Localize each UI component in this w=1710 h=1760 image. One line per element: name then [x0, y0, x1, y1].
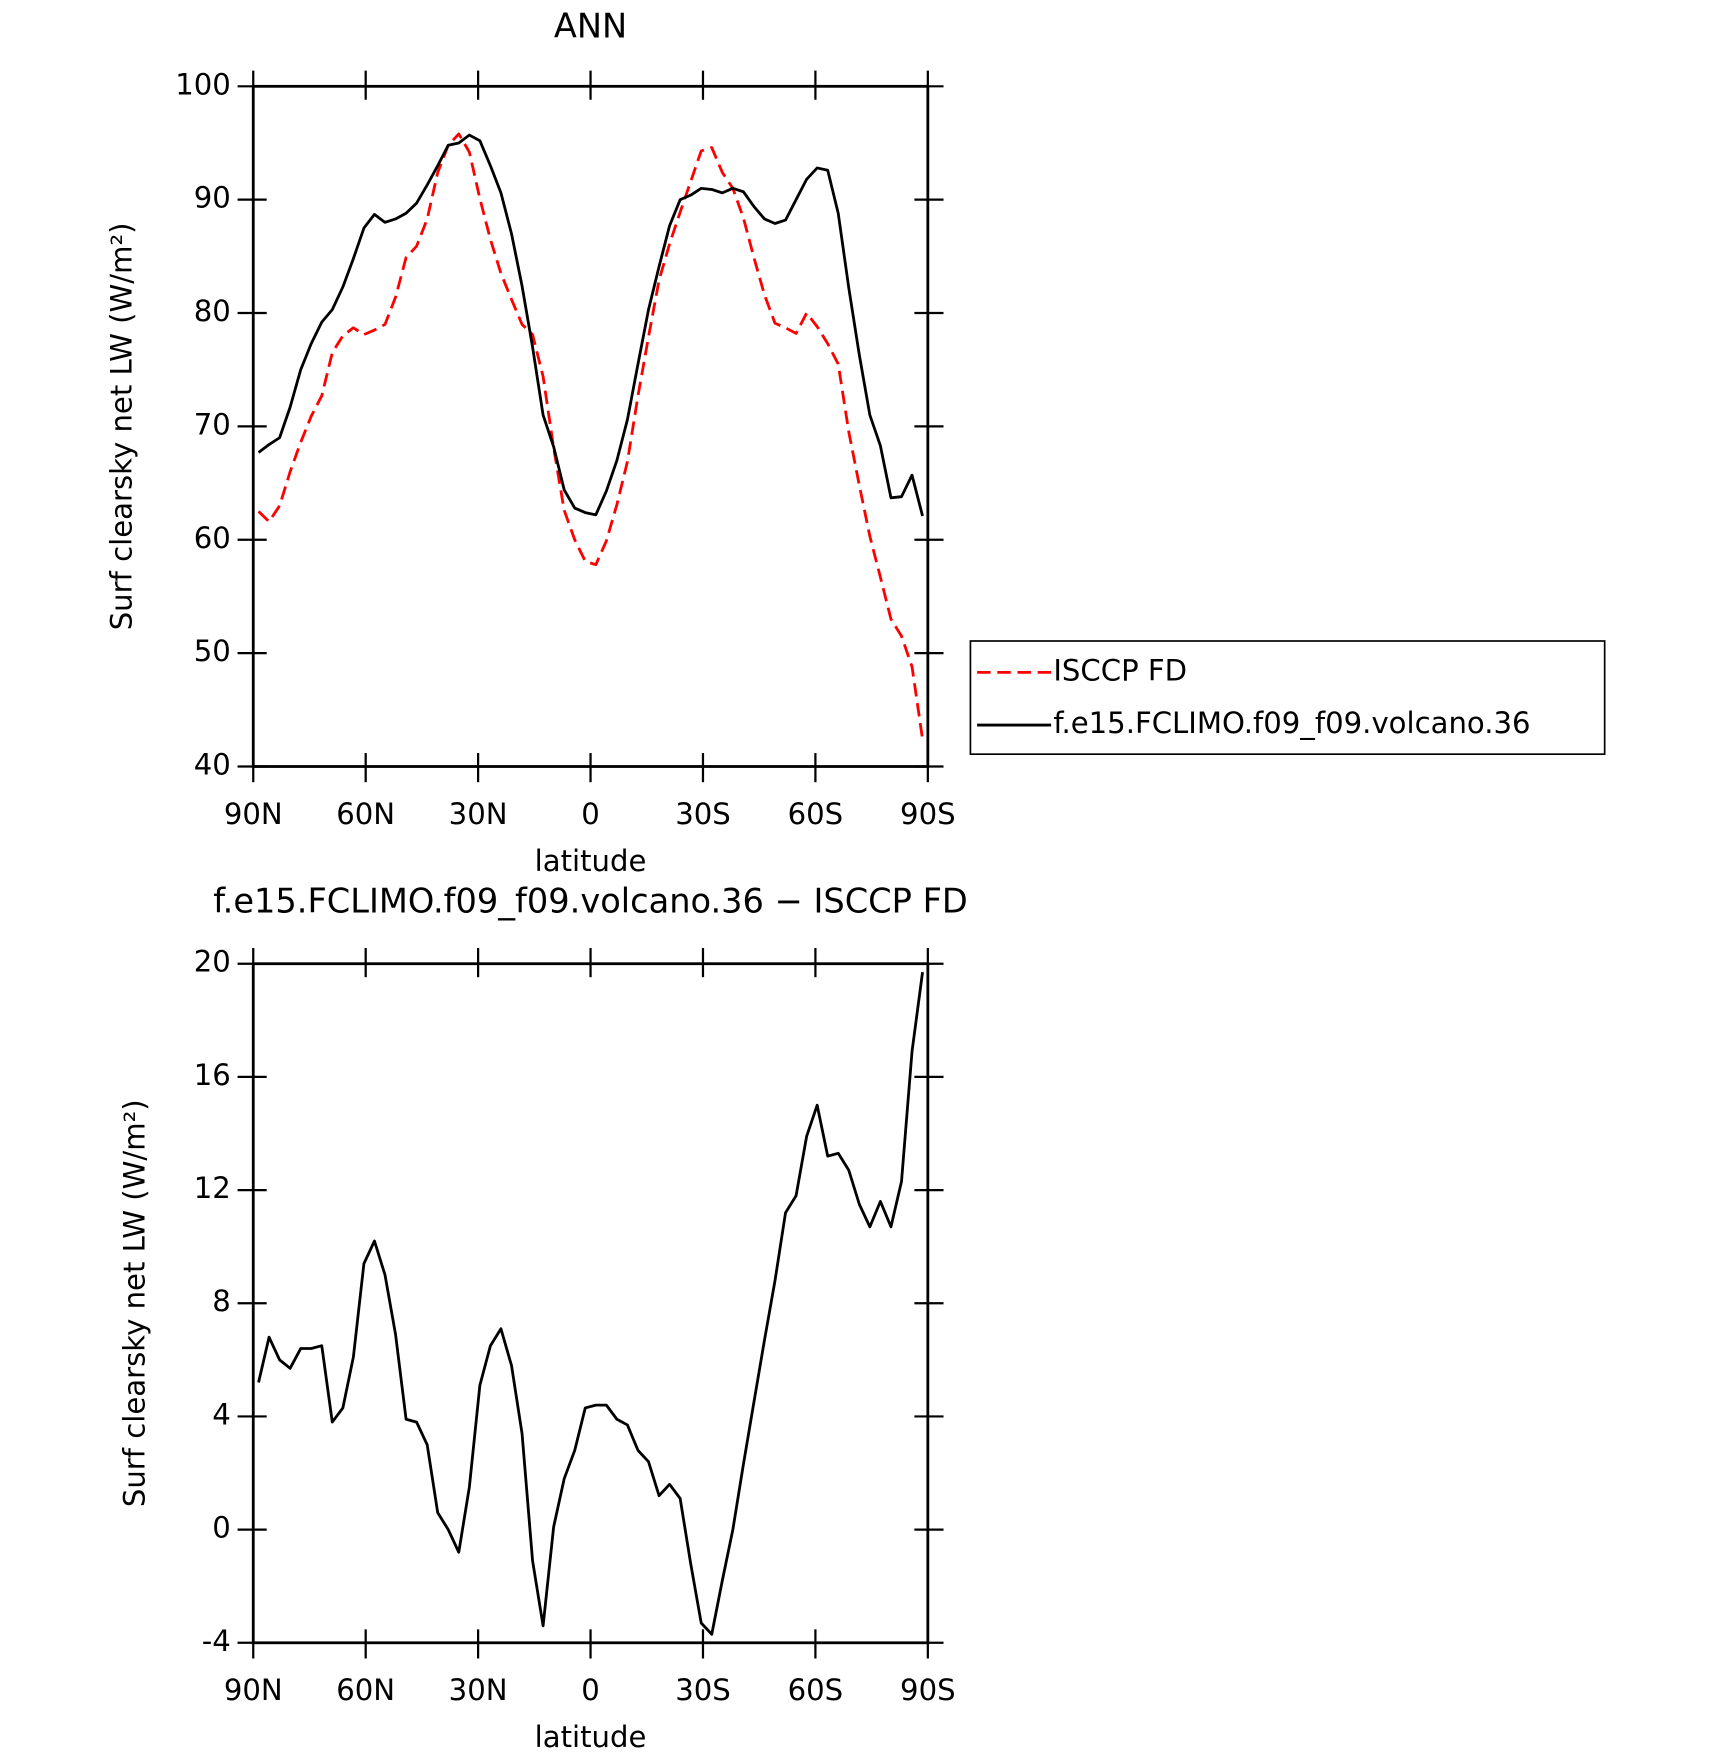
x-tick-label: 60N	[336, 1673, 395, 1707]
x-tick-label: 60S	[788, 1673, 844, 1707]
x-tick-label: 0	[581, 1673, 600, 1707]
x-tick-label: 30S	[675, 1673, 731, 1707]
y-tick-label: 60	[194, 521, 231, 555]
plot-frame	[251, 962, 930, 1645]
x-tick-label: 90N	[224, 1673, 283, 1707]
y-tick-label: -4	[202, 1624, 231, 1658]
chart-title: f.e15.FCLIMO.f09_f09.volcano.36 − ISCCP …	[213, 882, 968, 921]
x-tick-label: 90N	[224, 797, 283, 831]
chart-title: ANN	[554, 7, 627, 46]
x-axis-label: latitude	[535, 844, 647, 878]
y-tick-label: 100	[175, 67, 231, 101]
data-line	[257, 972, 924, 1636]
legend-label: f.e15.FCLIMO.f09_f09.volcano.36	[1053, 706, 1530, 740]
y-tick-label: 50	[194, 634, 231, 668]
data-line	[257, 133, 924, 517]
data-line	[257, 132, 924, 740]
y-tick-label: 8	[212, 1284, 231, 1318]
y-axis-label: Surf clearsky net LW (W/m²)	[118, 1099, 152, 1507]
y-tick-label: 0	[212, 1511, 231, 1545]
legend-label: ISCCP FD	[1053, 653, 1187, 687]
y-tick-label: 70	[194, 407, 231, 441]
legend: ISCCP FD f.e15.FCLIMO.f09_f09.volcano.36	[969, 640, 1606, 756]
y-tick-label: 4	[212, 1397, 231, 1431]
x-tick-label: 60S	[788, 797, 844, 831]
legend-box	[969, 640, 1606, 756]
y-tick-label: 40	[194, 748, 231, 782]
x-tick-label: 30S	[675, 797, 731, 831]
plot-frame	[251, 84, 930, 768]
x-tick-label: 60N	[336, 797, 395, 831]
x-tick-label: 0	[581, 797, 600, 831]
y-axis-label: Surf clearsky net LW (W/m²)	[104, 222, 138, 630]
x-axis-label: latitude	[535, 1720, 647, 1754]
x-tick-label: 30N	[449, 797, 508, 831]
x-tick-label: 90S	[900, 797, 956, 831]
y-tick-label: 90	[194, 181, 231, 215]
y-tick-label: 20	[194, 945, 231, 979]
y-tick-label: 16	[194, 1058, 231, 1092]
y-tick-label: 80	[194, 294, 231, 328]
y-tick-label: 12	[194, 1171, 231, 1205]
x-tick-label: 90S	[900, 1673, 956, 1707]
x-tick-label: 30N	[449, 1673, 508, 1707]
